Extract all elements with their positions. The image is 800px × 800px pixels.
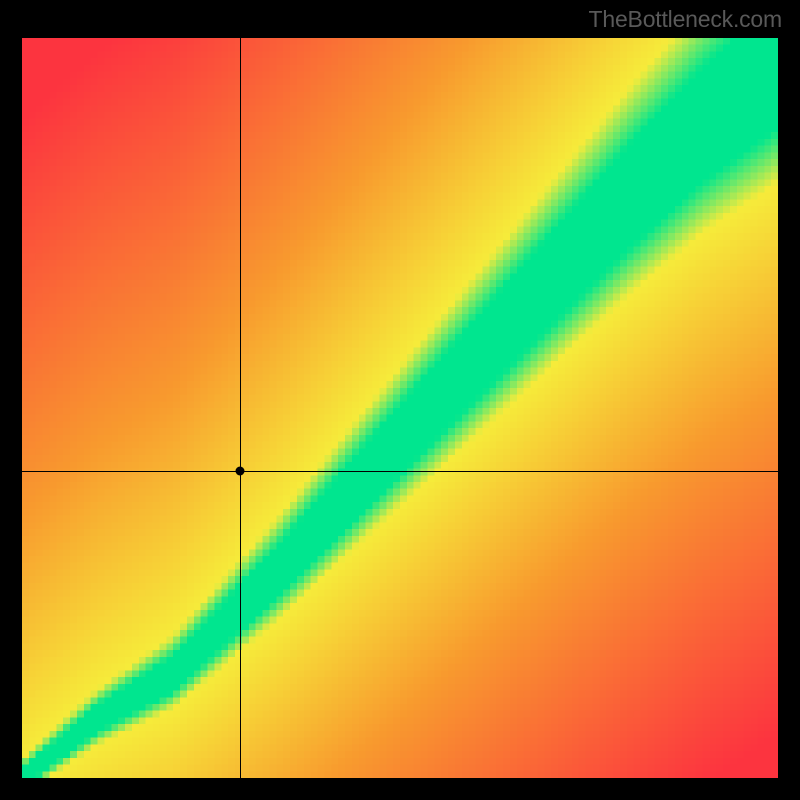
crosshair-vertical — [240, 38, 241, 778]
watermark-text: TheBottleneck.com — [589, 6, 782, 33]
crosshair-horizontal — [22, 471, 778, 472]
chart-container: TheBottleneck.com — [0, 0, 800, 800]
heatmap-plot — [22, 38, 778, 778]
crosshair-marker-dot — [235, 466, 244, 475]
heatmap-canvas — [22, 38, 778, 778]
